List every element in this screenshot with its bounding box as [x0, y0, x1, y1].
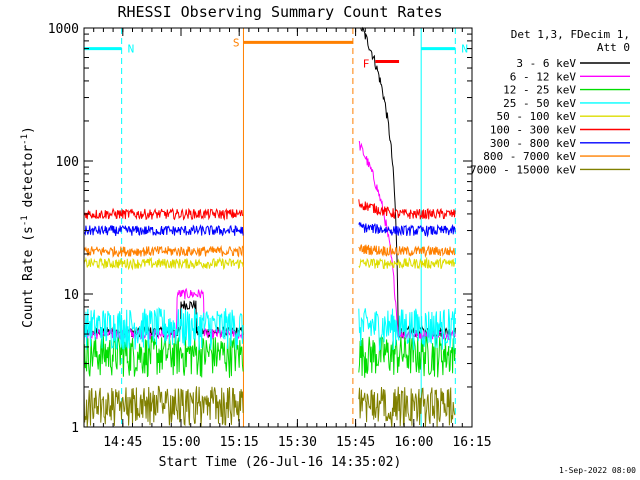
- x-tick-label: 16:15: [452, 435, 491, 450]
- interval-label: S: [233, 36, 240, 49]
- y-axis-label-sup1: -1: [20, 215, 30, 226]
- legend-entry-label: 6 - 12 keV: [510, 70, 577, 83]
- series-line: [83, 256, 244, 271]
- y-axis-label-end: ): [21, 126, 36, 134]
- series-line: [83, 223, 244, 237]
- chart-title: RHESSI Observing Summary Count Rates: [117, 3, 442, 21]
- series-line: [358, 256, 456, 270]
- y-tick-label: 1000: [48, 22, 79, 37]
- legend-entry-label: 800 - 7000 keV: [483, 150, 576, 163]
- y-axis-label: Count Rate (s-1 detector-1): [20, 126, 36, 328]
- y-axis-label-mid: detector: [21, 145, 36, 216]
- y-axis-label-sup2: -1: [20, 134, 30, 145]
- series-line: [358, 308, 456, 352]
- interval-label: F: [363, 57, 370, 70]
- series-line: [358, 386, 456, 428]
- series-line: [358, 244, 456, 259]
- legend-entry-label: 25 - 50 keV: [503, 97, 576, 110]
- series-line: [358, 199, 456, 220]
- legend-entry-label: 100 - 300 keV: [490, 124, 576, 137]
- legend-header: Att 0: [597, 41, 630, 54]
- y-axis-label-main: Count Rate (s: [21, 226, 36, 328]
- series-line: [83, 207, 244, 221]
- legend-header: Det 1,3, FDecim 1,: [511, 28, 630, 41]
- x-tick-label: 14:45: [103, 435, 142, 450]
- series-line: [358, 26, 456, 339]
- series-line: [358, 140, 456, 341]
- series-line: [358, 335, 456, 378]
- axes: 14:45 15:00 15:15 15:30 15:45 16:00 16:15 1 10 10…: [48, 22, 492, 450]
- series-lines: [83, 26, 456, 428]
- y-tick-label: 1: [71, 421, 79, 436]
- y-tick-label: 10: [63, 288, 79, 303]
- legend-entry-label: 12 - 25 keV: [503, 84, 576, 97]
- legend-entry-label: 7000 - 15000 keV: [470, 163, 576, 176]
- series-line: [83, 307, 244, 351]
- series-line: [83, 335, 244, 378]
- interval-bars: N N S F: [84, 36, 468, 70]
- x-tick-label: 15:00: [161, 435, 200, 450]
- x-tick-label: 15:30: [278, 435, 317, 450]
- x-axis-label: Start Time (26-Jul-16 14:35:02): [159, 455, 402, 470]
- footer-date: 1-Sep-2022 08:00: [559, 466, 636, 475]
- legend-entry-label: 3 - 6 keV: [516, 57, 576, 70]
- legend-entry-label: 300 - 800 keV: [490, 137, 576, 150]
- x-tick-label: 15:45: [336, 435, 375, 450]
- legend-entry-label: 50 - 100 keV: [497, 110, 577, 123]
- x-tick-label: 15:15: [220, 435, 259, 450]
- x-tick-label: 16:00: [394, 435, 433, 450]
- series-line: [83, 385, 244, 428]
- interval-label: N: [461, 43, 468, 56]
- y-tick-label: 100: [56, 155, 79, 170]
- interval-label: N: [128, 43, 135, 56]
- series-line: [83, 244, 244, 258]
- series-line: [358, 221, 456, 238]
